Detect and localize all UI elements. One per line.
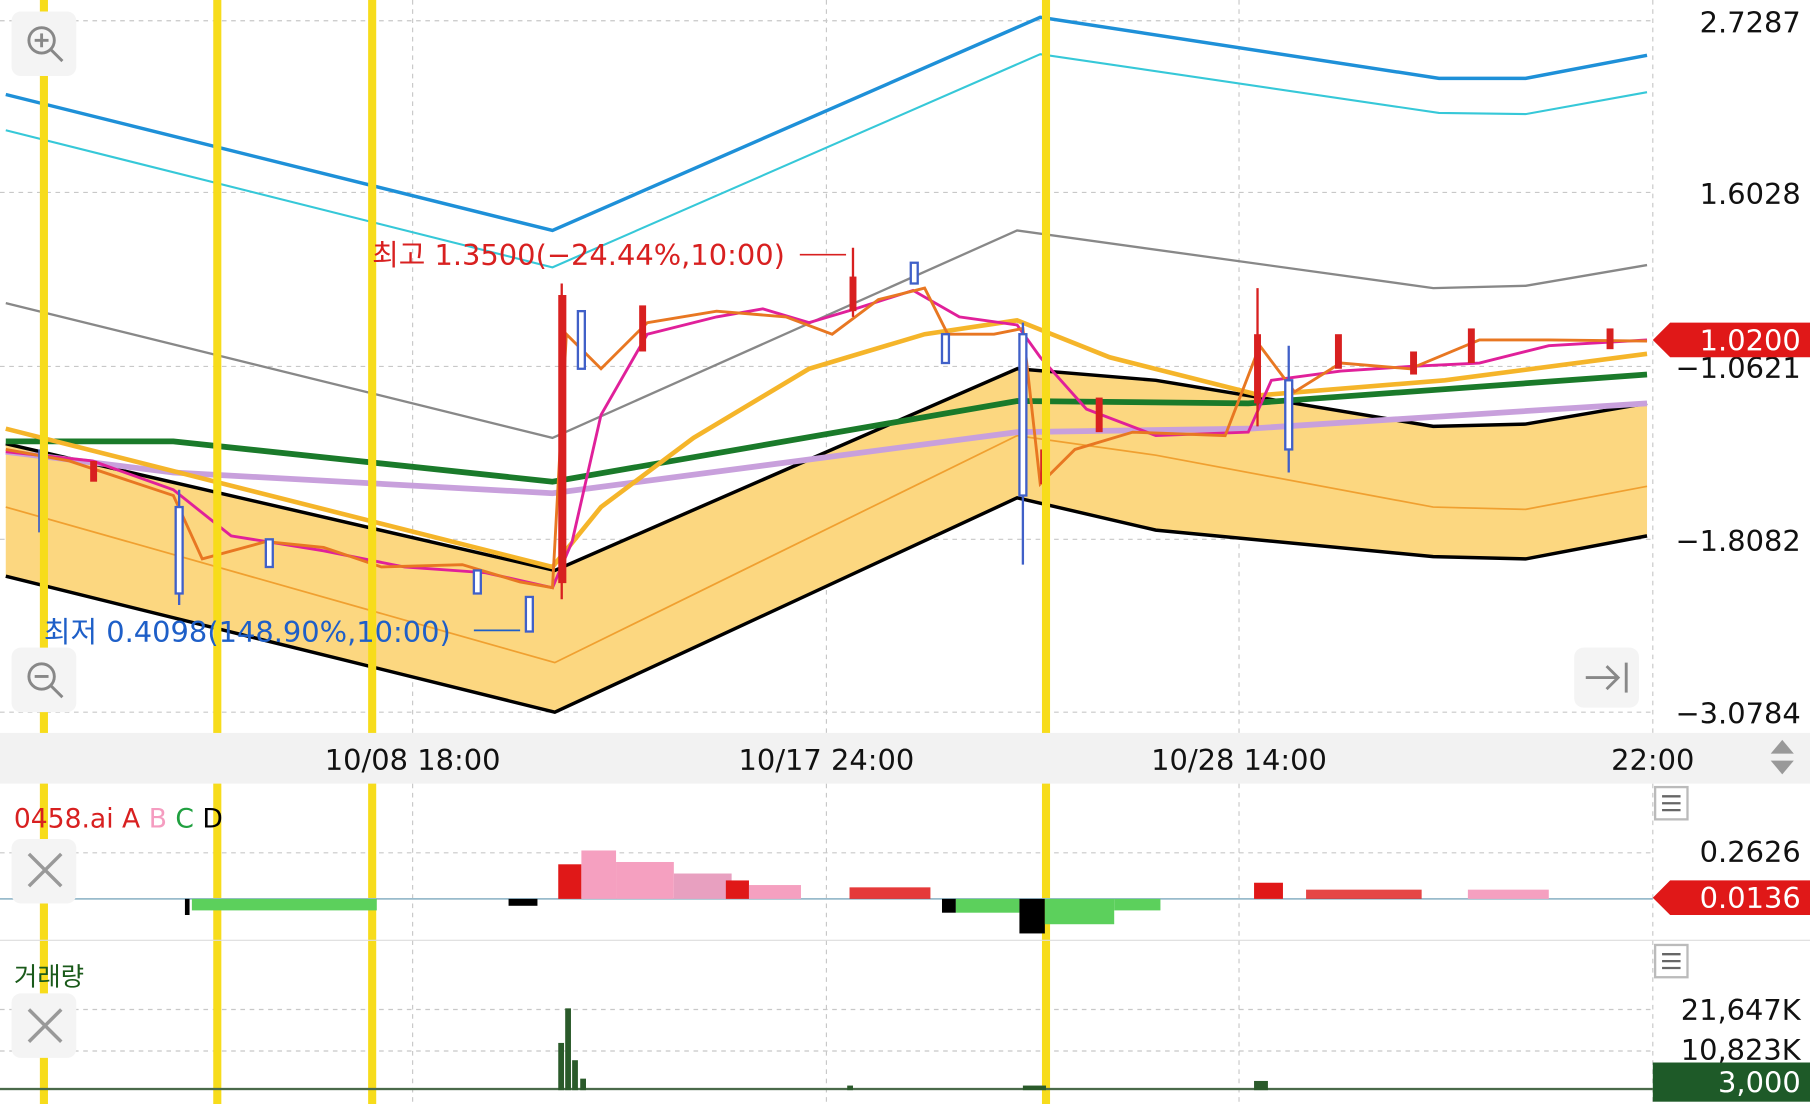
price-axis-label: −1.8082: [1675, 524, 1800, 558]
legend-a: A: [122, 803, 140, 834]
purple-line: [5, 400, 1648, 497]
indicator-value-tag: [1652, 880, 1810, 916]
time-axis-bar: [0, 732, 1810, 784]
indicator-menu-button[interactable]: [1653, 785, 1689, 821]
axis-scroll-arrows[interactable]: [1770, 739, 1794, 775]
volume-value-tag: [1652, 1062, 1810, 1102]
indicator-name: 0458.ai: [14, 803, 114, 834]
volume-axis-label: 10,823K: [1681, 1033, 1802, 1067]
band-fill: [5, 368, 1648, 713]
indicator-legend: 0458.ai A B C D: [14, 803, 223, 834]
indicator-histogram: [184, 850, 1549, 934]
legend-b: B: [149, 803, 167, 834]
volume-title: 거래량: [14, 961, 84, 991]
time-axis-label: 10/08 18:00: [325, 743, 501, 777]
time-axis-label: 22:00: [1611, 743, 1694, 777]
volume-current-value: 3,000: [1718, 1066, 1801, 1100]
legend-d: D: [202, 803, 222, 834]
current-price: 1.0200: [1700, 323, 1801, 357]
yellow-markers: [39, 0, 1051, 1104]
blue-line: [5, 15, 1648, 233]
low-annotation: 최저 0.4098(148.90%,10:00): [44, 615, 451, 649]
indicator-axis-label: 0.2626: [1700, 835, 1801, 869]
time-axis-label: 10/17 24:00: [739, 743, 915, 777]
volume-bars: [0, 1008, 1653, 1091]
volume-axis-label: 21,647K: [1681, 993, 1802, 1027]
time-axis-label: 10/28 14:00: [1151, 743, 1327, 777]
band-mid-line: [5, 434, 1648, 664]
current-price-tag: [1652, 322, 1810, 358]
zoom-in-button[interactable]: [11, 11, 77, 77]
yellow-ma-line: [5, 317, 1648, 570]
indicator-current-value: 0.0136: [1700, 881, 1801, 915]
pink-ma-line: [5, 288, 1648, 590]
high-annotation: 최고 1.3500(−24.44%,10:00): [372, 238, 785, 272]
close-volume-button[interactable]: [11, 993, 77, 1058]
band-lower-line: [5, 496, 1648, 715]
green-line: [5, 371, 1648, 485]
close-indicator-button[interactable]: [11, 838, 77, 904]
candles: [38, 247, 1614, 633]
legend-c: C: [175, 803, 194, 834]
zoom-out-button[interactable]: [11, 647, 77, 713]
price-axis-label: −3.0784: [1675, 697, 1800, 731]
gray-line: [5, 229, 1648, 440]
cyan-line: [5, 53, 1648, 269]
volume-menu-button[interactable]: [1653, 943, 1689, 979]
price-axis-label: 1.6028: [1700, 177, 1801, 211]
scroll-end-button[interactable]: [1574, 647, 1639, 708]
price-axis-label: 2.7287: [1700, 5, 1801, 39]
